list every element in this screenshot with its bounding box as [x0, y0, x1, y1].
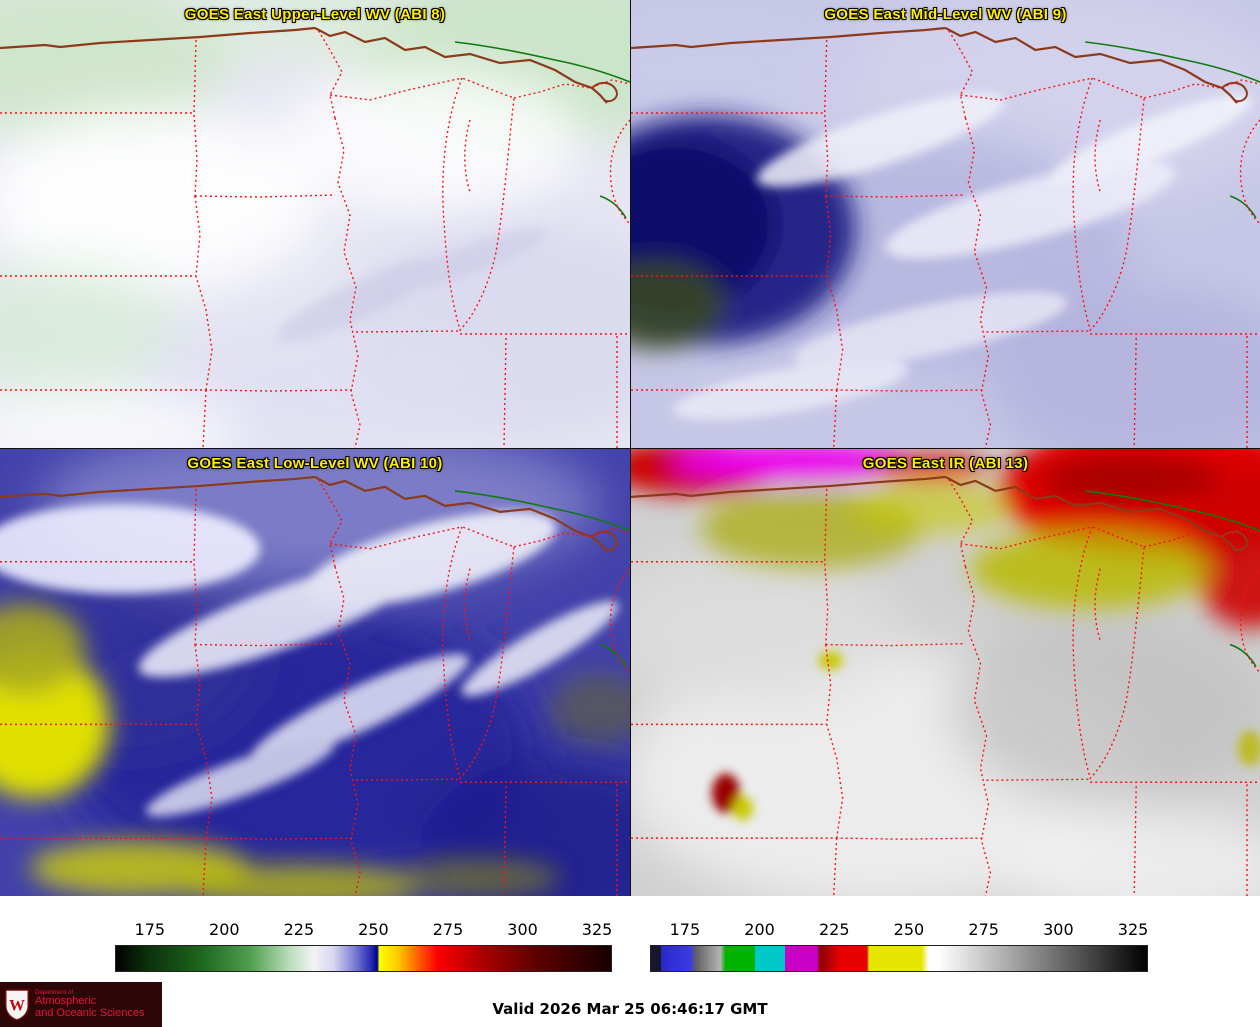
colorbar-wv	[115, 945, 612, 972]
satellite-imagery-abi13	[631, 449, 1260, 896]
satellite-imagery-abi10	[0, 449, 630, 896]
colorbar-tick: 225	[818, 920, 850, 939]
panel-title-abi13: GOES East IR (ABI 13)	[862, 455, 1029, 472]
panel-title-abi10: GOES East Low-Level WV (ABI 10)	[187, 455, 443, 472]
state-boundaries-overlay	[631, 475, 1260, 896]
colorbar-tick: 300	[507, 920, 538, 939]
satellite-imagery-abi8	[0, 0, 630, 448]
colorbar-tick: 325	[581, 920, 613, 939]
colorbar-tick: 250	[358, 920, 389, 939]
aos-logo: W Department of Atmospheric and Oceanic …	[0, 982, 162, 1027]
colorbar-tick: 225	[283, 920, 315, 939]
state-boundaries-overlay	[0, 475, 630, 896]
logo-line2: and Oceanic Sciences	[35, 1006, 145, 1019]
panel-title-abi8: GOES East Upper-Level WV (ABI 8)	[184, 6, 446, 23]
state-boundaries-overlay	[0, 26, 630, 448]
colorbar-tick: 275	[432, 920, 464, 939]
panel-abi13: GOES East IR (ABI 13)	[630, 448, 1260, 896]
colorbar-tick: 175	[669, 920, 701, 939]
colorbar-tick: 175	[134, 920, 166, 939]
state-boundaries-overlay	[631, 26, 1260, 448]
panel-abi8: GOES East Upper-Level WV (ABI 8)	[0, 0, 630, 448]
logo-dept-text: Department of	[35, 989, 74, 996]
panel-title-abi9: GOES East Mid-Level WV (ABI 9)	[824, 6, 1067, 23]
colorbar-tick: 250	[893, 920, 925, 939]
colorbar-tick: 200	[744, 920, 775, 939]
valid-timestamp: Valid 2026 Mar 25 06:46:17 GMT	[492, 1000, 768, 1018]
colorbar-tick: 200	[209, 920, 240, 939]
satellite-grid: GOES East Upper-Level WV (ABI 8)	[0, 0, 1260, 896]
panel-abi9: GOES East Mid-Level WV (ABI 9)	[630, 0, 1260, 448]
panel-abi10: GOES East Low-Level WV (ABI 10)	[0, 448, 630, 896]
colorbar-tick: 300	[1043, 920, 1074, 939]
colorbar-ir	[650, 945, 1148, 972]
colorbar-tick: 275	[968, 920, 999, 939]
crest-letter: W	[9, 997, 25, 1014]
uw-crest-icon: W	[5, 988, 29, 1021]
colorbar-tick: 325	[1117, 920, 1149, 939]
colorbar-wv-ticks: 175 200 225 250 275 300 325	[115, 920, 613, 940]
footer: 175 200 225 250 275 300 325 175 200 225 …	[0, 896, 1260, 1027]
logo-text: Department of Atmospheric and Oceanic Sc…	[35, 990, 144, 1019]
colorbar-ir-ticks: 175 200 225 250 275 300 325	[650, 920, 1149, 940]
logo-line1: Atmospheric	[35, 995, 97, 1008]
